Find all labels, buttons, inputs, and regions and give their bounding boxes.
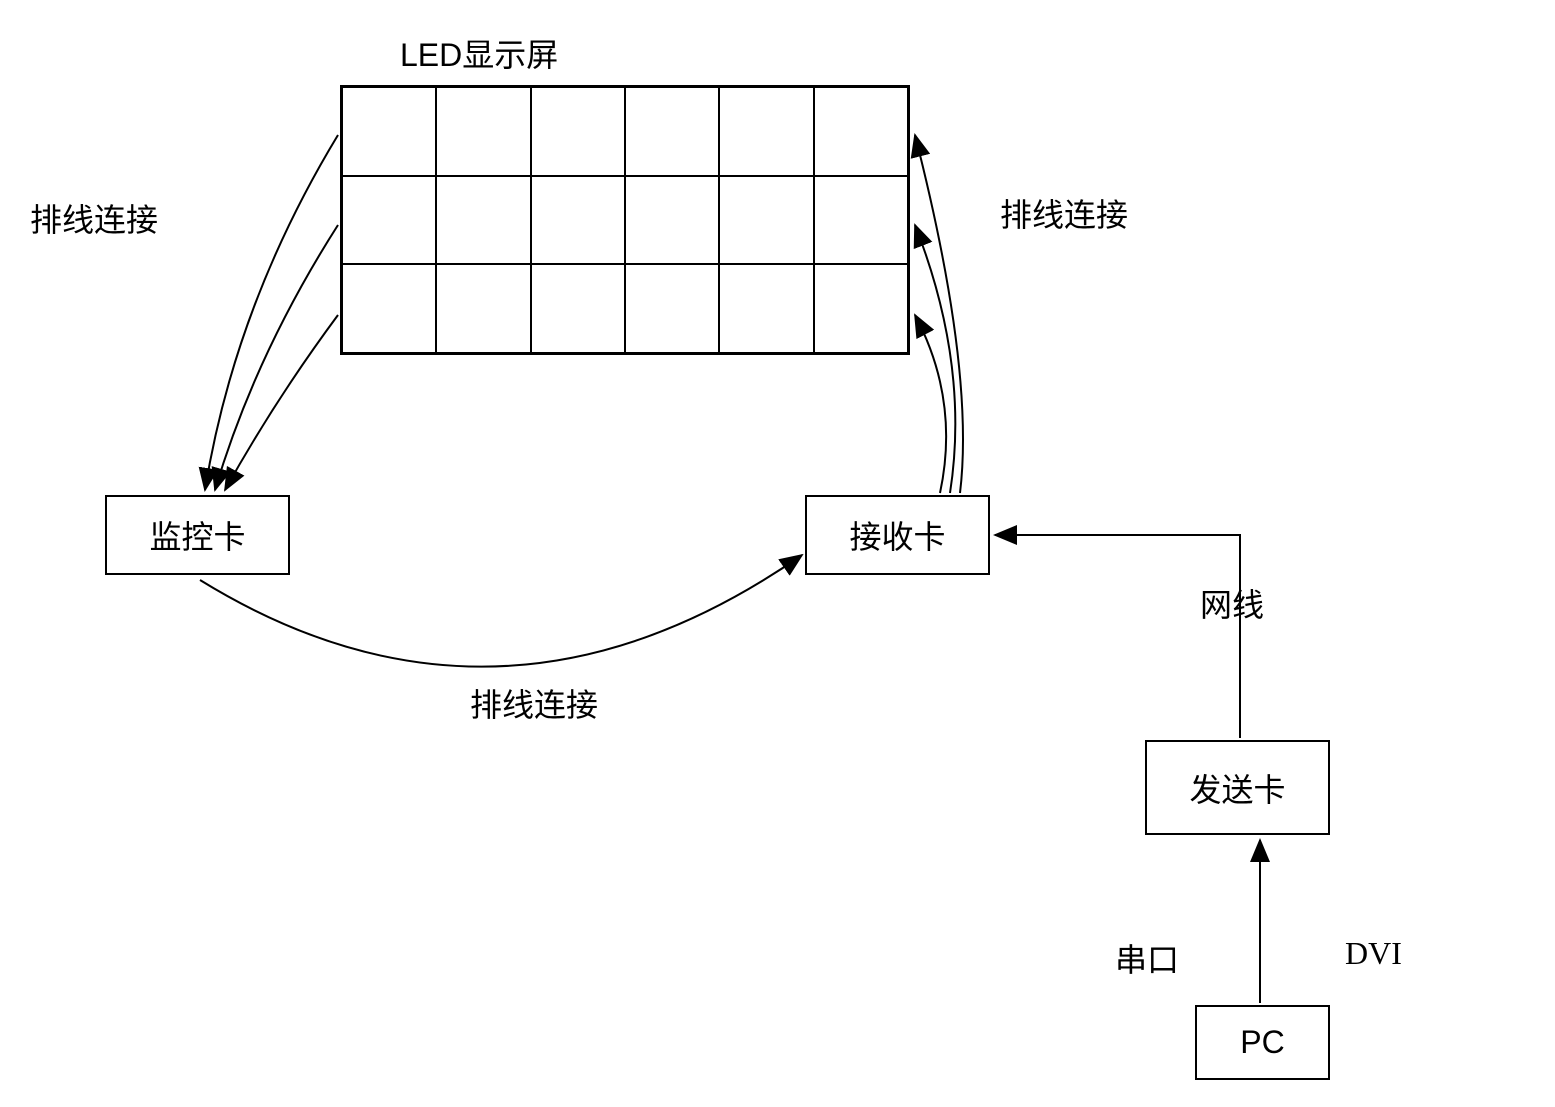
- grid-cell: [531, 176, 625, 265]
- bottom-ribbon-label: 排线连接: [470, 680, 598, 726]
- arrow-send-to-receive: [995, 535, 1240, 738]
- monitor-card-node: 监控卡: [105, 495, 290, 575]
- grid-cell: [814, 176, 908, 265]
- network-label: 网线: [1200, 580, 1264, 626]
- grid-cell: [342, 176, 436, 265]
- grid-cell: [719, 176, 813, 265]
- arrow-monitor-to-receive: [200, 555, 802, 667]
- arrow-receive-to-led-3: [915, 315, 946, 493]
- grid-cell: [625, 176, 719, 265]
- arrow-led-to-monitor-1: [205, 135, 338, 490]
- grid-cell: [436, 87, 530, 176]
- left-ribbon-label: 排线连接: [30, 195, 158, 241]
- grid-cell: [814, 264, 908, 353]
- arrow-led-to-monitor-3: [225, 315, 338, 490]
- led-screen-grid: [340, 85, 910, 355]
- grid-cell: [814, 87, 908, 176]
- arrow-receive-to-led-2: [915, 225, 955, 493]
- grid-cell: [436, 264, 530, 353]
- receive-card-label: 接收卡: [849, 512, 945, 558]
- grid-cell: [719, 264, 813, 353]
- dvi-label: DVI: [1345, 935, 1402, 972]
- send-card-label: 发送卡: [1189, 765, 1285, 811]
- pc-node: PC: [1195, 1005, 1330, 1080]
- grid-cell: [342, 264, 436, 353]
- arrow-receive-to-led-1: [915, 135, 963, 493]
- right-ribbon-label: 排线连接: [1000, 190, 1128, 236]
- grid-cell: [531, 264, 625, 353]
- send-card-node: 发送卡: [1145, 740, 1330, 835]
- receive-card-node: 接收卡: [805, 495, 990, 575]
- monitor-card-label: 监控卡: [149, 512, 245, 558]
- serial-label: 串口: [1115, 935, 1179, 981]
- grid-cell: [625, 87, 719, 176]
- grid-cell: [436, 176, 530, 265]
- grid-cell: [625, 264, 719, 353]
- led-screen-title: LED显示屏: [400, 30, 558, 76]
- pc-label: PC: [1240, 1024, 1284, 1061]
- arrow-led-to-monitor-2: [215, 225, 338, 490]
- grid-cell: [531, 87, 625, 176]
- grid-cell: [342, 87, 436, 176]
- grid-cell: [719, 87, 813, 176]
